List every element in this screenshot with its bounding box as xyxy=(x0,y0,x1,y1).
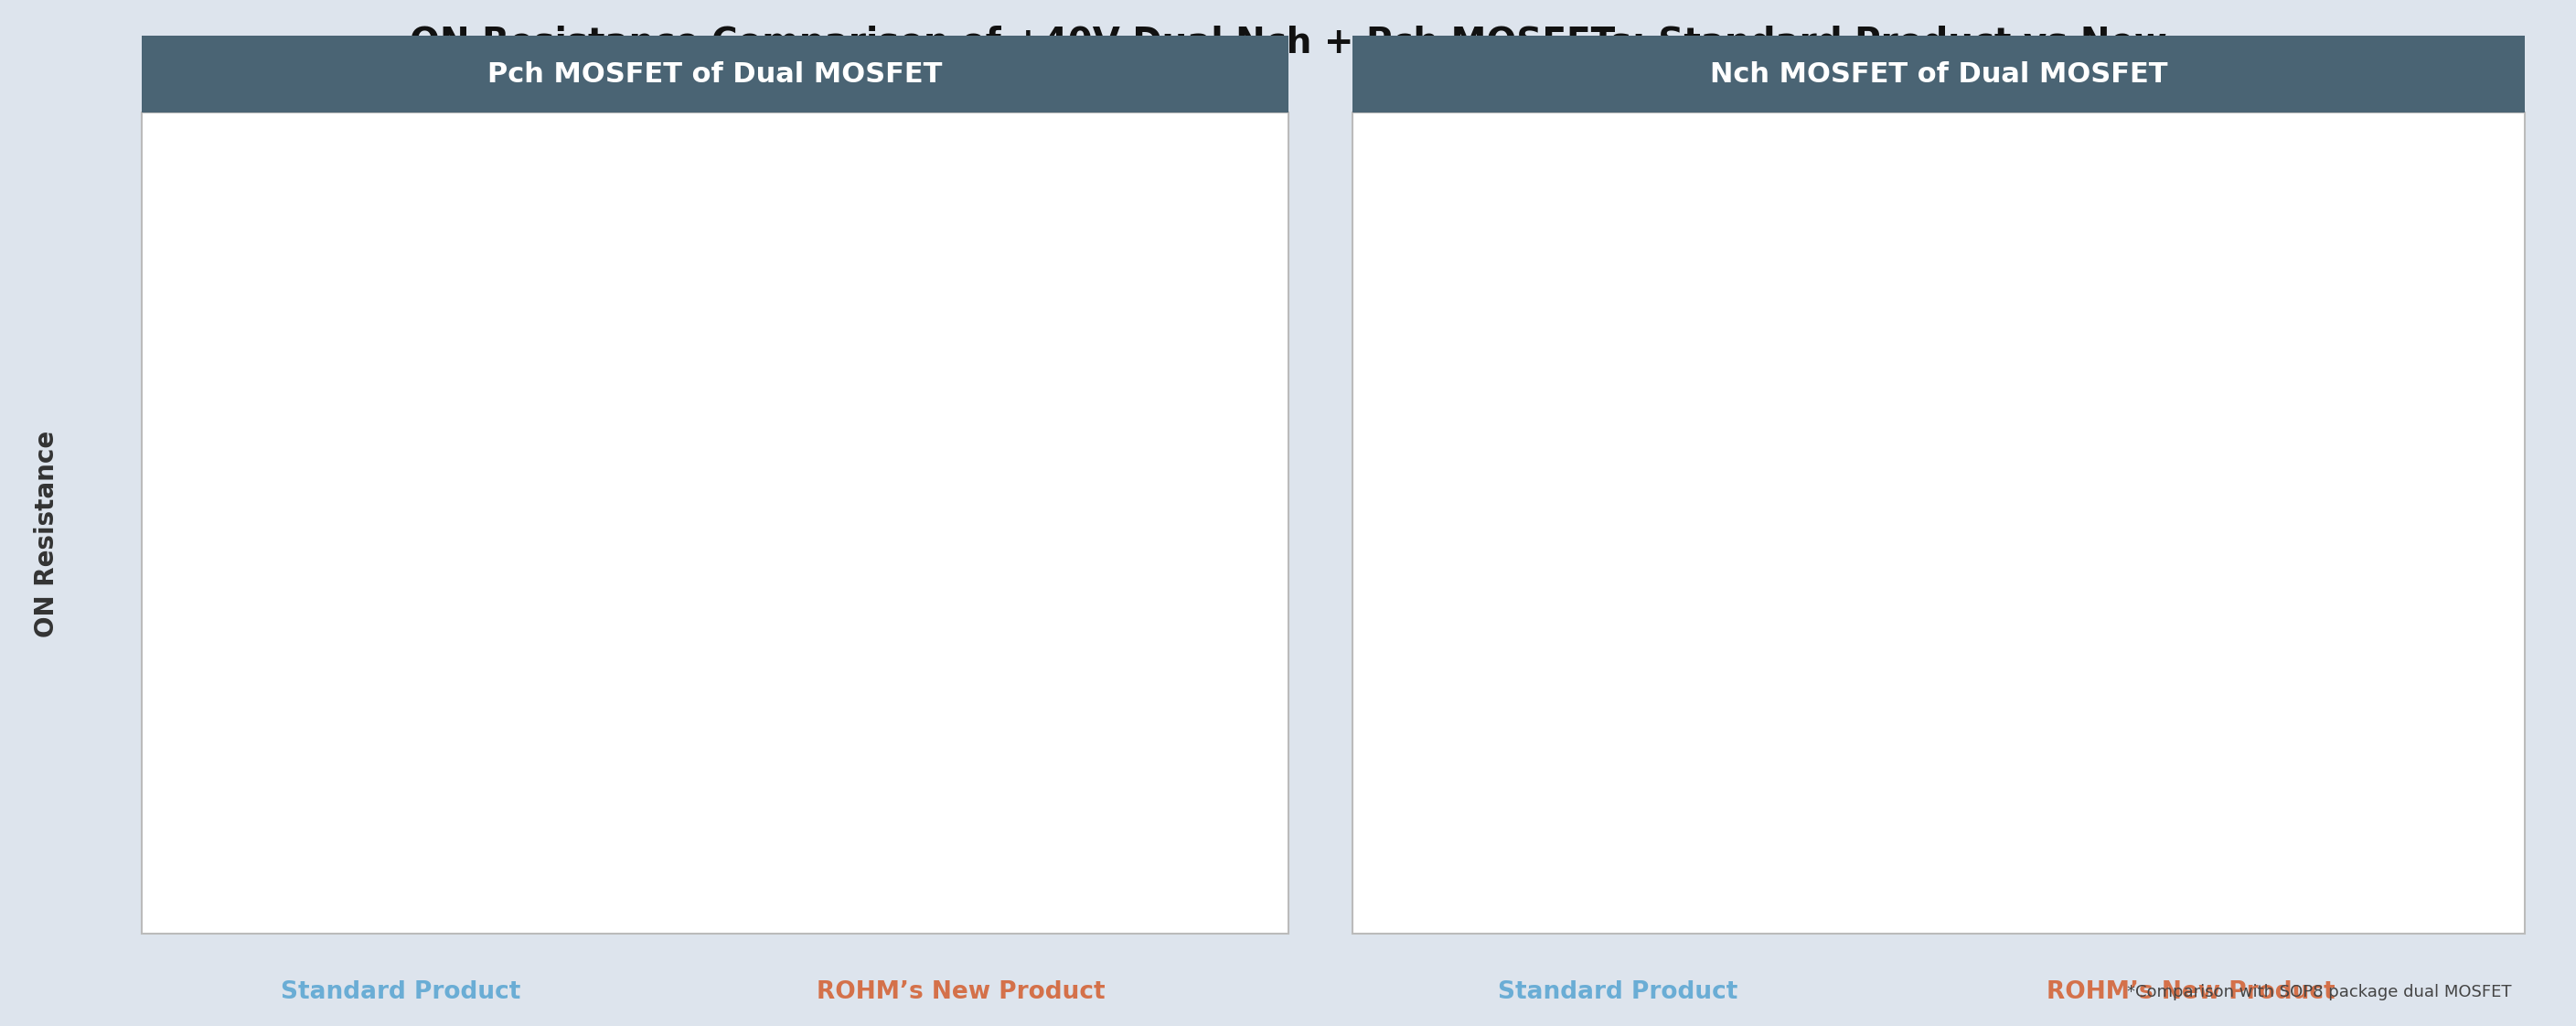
Bar xyxy=(804,641,1118,929)
Text: –61: –61 xyxy=(755,340,909,420)
Bar xyxy=(2030,479,2352,929)
Text: Comparison with Standard Product=100, Vₛₛ=−10V: Comparison with Standard Product=100, Vₛ… xyxy=(165,139,559,155)
Text: ON Resistance Comparison of ±40V Dual Nch + Pch MOSFETs: Standard Product vs New: ON Resistance Comparison of ±40V Dual Nc… xyxy=(410,26,2166,61)
Text: Standard Product: Standard Product xyxy=(281,980,520,1003)
Bar xyxy=(1458,192,1777,929)
Text: Comparison with Standard Product=100, Vₛₛ=+10V: Comparison with Standard Product=100, Vₛ… xyxy=(1376,139,1770,155)
Text: Reduces ON resistance
by 39% vs Standard Product: Reduces ON resistance by 39% vs Standard… xyxy=(1448,696,1834,756)
Text: Nch MOSFET of Dual MOSFET: Nch MOSFET of Dual MOSFET xyxy=(1710,62,2166,87)
Text: Pch MOSFET of Dual MOSFET: Pch MOSFET of Dual MOSFET xyxy=(487,62,943,87)
Text: –39: –39 xyxy=(1981,259,2138,339)
Text: ON Resistance: ON Resistance xyxy=(33,430,59,637)
Text: %: % xyxy=(2326,184,2365,222)
Text: %: % xyxy=(1095,265,1131,303)
Text: ROHM’s New Product: ROHM’s New Product xyxy=(2045,980,2334,1003)
FancyBboxPatch shape xyxy=(1206,602,2076,850)
Text: ROHM’s New Product: ROHM’s New Product xyxy=(817,980,1105,1003)
FancyBboxPatch shape xyxy=(0,683,850,931)
Bar xyxy=(245,192,559,929)
Text: *Comparison with SOP8 package dual MOSFET: *Comparison with SOP8 package dual MOSFE… xyxy=(2128,984,2512,1000)
Text: Standard Product: Standard Product xyxy=(1497,980,1736,1003)
Text: Reduces ON resistance
by 61% vs Standard Product: Reduces ON resistance by 61% vs Standard… xyxy=(229,777,616,837)
